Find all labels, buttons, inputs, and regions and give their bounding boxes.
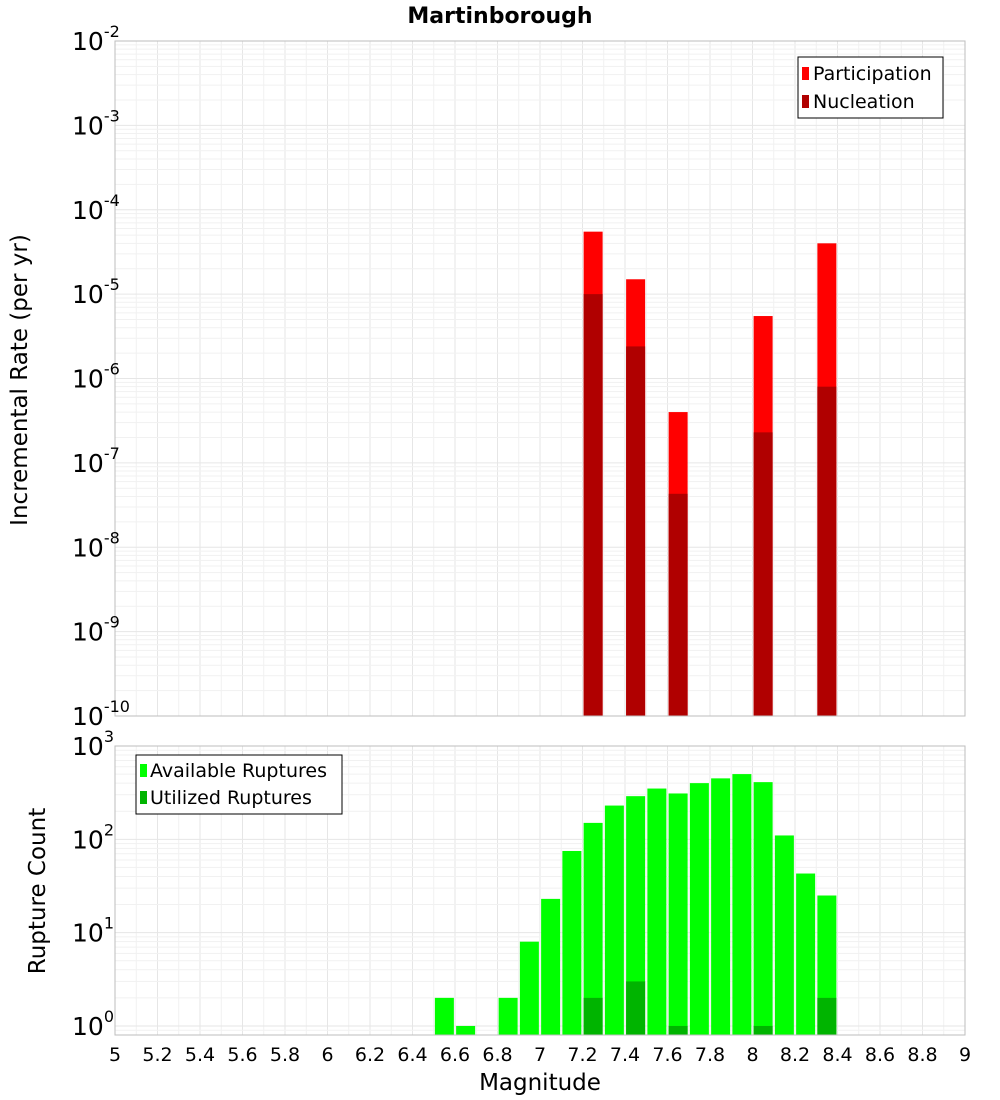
rate-y-tick-label: 10-4 xyxy=(72,191,120,225)
participation-legend-label: Participation xyxy=(813,63,932,85)
nucleation-legend-label: Nucleation xyxy=(813,91,915,113)
rate-bars xyxy=(583,231,837,717)
chart-title: Martinborough xyxy=(407,4,592,29)
count-bar-utilized-ruptures xyxy=(817,997,837,1035)
count-y-tick-label: 103 xyxy=(72,727,114,761)
rate-bar-nucleation xyxy=(668,493,688,716)
magnitude-x-ticks: 5 5.2 5.4 5.6 5.8 6 6.2 6.4 6.6 6.8 7 7.2 7.4 7.6 7.8 8… xyxy=(109,1044,971,1066)
magnitude-x-tick-label: 6.6 xyxy=(440,1044,470,1066)
magnitude-x-tick-label: 5.6 xyxy=(227,1044,257,1066)
count-bar-available-ruptures xyxy=(456,1025,476,1035)
count-bar-available-ruptures xyxy=(519,941,539,1035)
magnitude-x-tick-label: 6 xyxy=(321,1044,333,1066)
rate-y-tick-label: 10-3 xyxy=(72,106,120,140)
magnitude-x-tick-label: 8 xyxy=(746,1044,758,1066)
count-bar-available-ruptures xyxy=(732,774,752,1035)
rate-grid xyxy=(114,41,966,717)
rate-y-tick-label: 10-10 xyxy=(72,697,130,731)
magnitude-x-tick-label: 6.2 xyxy=(355,1044,385,1066)
count-y-tick-label: 101 xyxy=(72,914,114,948)
count-bar-utilized-ruptures xyxy=(626,981,646,1035)
magnitude-x-tick-label: 8.8 xyxy=(907,1044,937,1066)
rate-plot-frame xyxy=(114,40,966,717)
utilized-ruptures-legend-swatch xyxy=(140,791,147,804)
rate-bar-nucleation xyxy=(753,432,773,716)
rate-y-tick-label: 10-5 xyxy=(72,275,120,309)
rate-y-tick-label: 10-9 xyxy=(72,613,120,647)
rate-panel: 10-10 10-9 10-8 10-7 10-6 10-5 10-4 10-3 10-2 In… xyxy=(7,22,966,731)
rate-y-tick-label: 10-8 xyxy=(72,528,120,562)
available-ruptures-legend-swatch xyxy=(140,764,147,777)
rate-legend: Participation Nucleation xyxy=(797,56,944,119)
count-panel: 100 101 102 103 5 5.2 5.4 5.6 5.8 6 6.2 6.4 6.6 6.8 7… xyxy=(25,727,971,1096)
rate-y-axis-label: Incremental Rate (per yr) xyxy=(7,234,33,526)
magnitude-x-tick-label: 7.6 xyxy=(652,1044,682,1066)
rate-bar-nucleation xyxy=(817,386,837,716)
magnitude-x-tick-label: 6.8 xyxy=(482,1044,512,1066)
count-bar-available-ruptures xyxy=(498,997,518,1035)
count-bar-available-ruptures xyxy=(562,850,582,1035)
count-bar-available-ruptures xyxy=(796,873,816,1035)
count-bar-available-ruptures xyxy=(434,997,454,1035)
count-legend: Available Ruptures Utilized Ruptures xyxy=(135,754,343,815)
count-bar-available-ruptures xyxy=(604,805,624,1035)
magnitude-x-tick-label: 8.2 xyxy=(780,1044,810,1066)
rate-y-tick-label: 10-2 xyxy=(72,22,120,56)
rate-y-tick-label: 10-6 xyxy=(72,360,120,394)
participation-legend-swatch xyxy=(802,67,809,80)
count-bar-utilized-ruptures xyxy=(753,1025,773,1035)
rate-legend-box xyxy=(797,56,944,119)
nucleation-legend-swatch xyxy=(802,95,809,108)
magnitude-x-tick-label: 7.8 xyxy=(695,1044,725,1066)
count-bar-available-ruptures xyxy=(711,778,731,1035)
magnitude-x-tick-label: 6.4 xyxy=(397,1044,427,1066)
rate-y-tick-label: 10-7 xyxy=(72,444,120,478)
magnitude-x-tick-label: 5.2 xyxy=(142,1044,172,1066)
magnitude-x-tick-label: 5.8 xyxy=(270,1044,300,1066)
rate-y-ticks: 10-10 10-9 10-8 10-7 10-6 10-5 10-4 10-3 10-2 xyxy=(72,22,130,731)
magnitude-x-tick-label: 5 xyxy=(109,1044,121,1066)
rate-bar-nucleation xyxy=(583,294,603,716)
magnitude-x-tick-label: 8.6 xyxy=(865,1044,895,1066)
count-bar-available-ruptures xyxy=(753,782,773,1035)
available-ruptures-legend-label: Available Ruptures xyxy=(150,760,327,782)
count-bar-utilized-ruptures xyxy=(583,997,603,1035)
magnitude-x-axis-label: Magnitude xyxy=(479,1070,601,1096)
utilized-ruptures-legend-label: Utilized Ruptures xyxy=(150,787,312,809)
count-bars xyxy=(434,774,837,1035)
count-legend-box xyxy=(135,754,343,815)
count-plot-frame xyxy=(114,745,966,1036)
magnitude-x-tick-label: 7.4 xyxy=(610,1044,640,1066)
count-bar-available-ruptures xyxy=(583,822,603,1035)
count-y-tick-label: 100 xyxy=(72,1007,114,1041)
count-y-tick-label: 102 xyxy=(72,820,114,854)
rate-bar-nucleation xyxy=(626,346,646,716)
count-bar-available-ruptures xyxy=(689,783,709,1035)
count-bar-available-ruptures xyxy=(668,793,688,1035)
magnitude-x-tick-label: 7.2 xyxy=(567,1044,597,1066)
magnitude-x-tick-label: 5.4 xyxy=(185,1044,215,1066)
magnitude-x-tick-label: 7 xyxy=(534,1044,546,1066)
count-y-ticks: 100 101 102 103 xyxy=(72,727,114,1041)
count-bar-available-ruptures xyxy=(541,898,561,1035)
count-bar-available-ruptures xyxy=(647,788,667,1035)
magnitude-x-tick-label: 9 xyxy=(959,1044,971,1066)
count-y-axis-label: Rupture Count xyxy=(25,808,51,974)
magnitude-x-tick-label: 8.4 xyxy=(822,1044,852,1066)
count-bar-available-ruptures xyxy=(626,796,646,1035)
count-bar-utilized-ruptures xyxy=(668,1025,688,1035)
count-bar-available-ruptures xyxy=(774,835,794,1035)
